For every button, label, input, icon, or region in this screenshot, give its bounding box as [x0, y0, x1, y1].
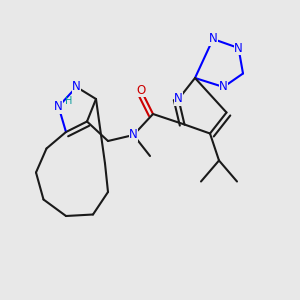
- Text: O: O: [136, 83, 146, 97]
- Text: N: N: [54, 100, 63, 113]
- Text: H: H: [65, 95, 73, 106]
- Text: N: N: [174, 92, 183, 106]
- Text: N: N: [219, 80, 228, 94]
- Text: N: N: [208, 32, 217, 46]
- Text: N: N: [129, 128, 138, 142]
- Text: N: N: [234, 41, 243, 55]
- Text: N: N: [72, 80, 81, 94]
